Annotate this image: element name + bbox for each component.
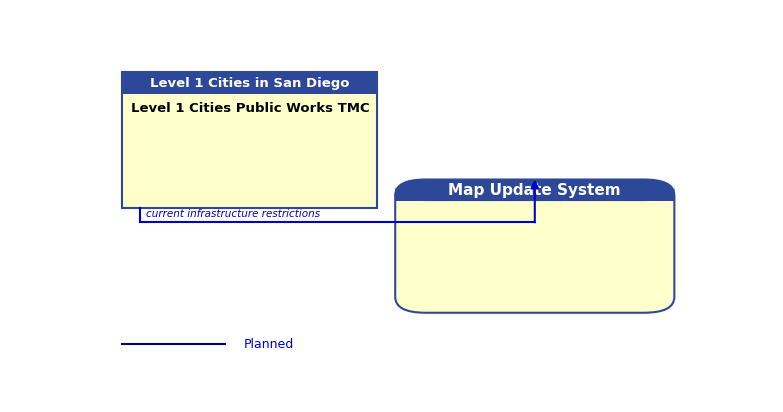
Text: current infrastructure restrictions: current infrastructure restrictions [146, 208, 320, 218]
Text: Planned: Planned [244, 338, 294, 351]
FancyBboxPatch shape [122, 72, 377, 208]
Text: Level 1 Cities in San Diego: Level 1 Cities in San Diego [150, 77, 349, 89]
FancyBboxPatch shape [395, 180, 674, 201]
Text: Map Update System: Map Update System [449, 183, 621, 198]
Text: Level 1 Cities Public Works TMC: Level 1 Cities Public Works TMC [132, 103, 370, 115]
FancyBboxPatch shape [122, 72, 377, 94]
FancyBboxPatch shape [395, 189, 674, 201]
FancyBboxPatch shape [395, 180, 674, 313]
